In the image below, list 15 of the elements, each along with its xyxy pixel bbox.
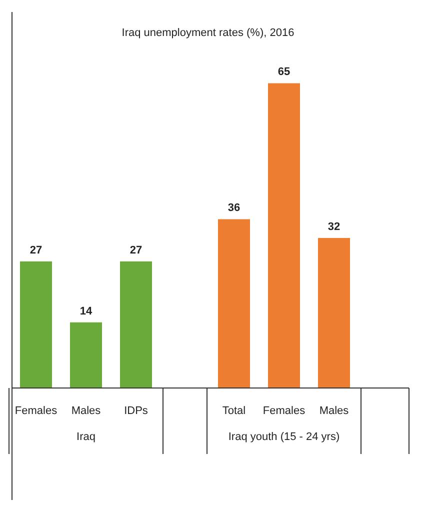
x-tick-label: Females bbox=[14, 405, 58, 417]
data-label: 32 bbox=[328, 220, 340, 233]
data-label: 65 bbox=[278, 66, 290, 78]
x-tick-label: Females bbox=[262, 405, 306, 417]
data-label: 27 bbox=[130, 244, 142, 256]
data-label: 27 bbox=[30, 244, 42, 256]
data-label: 14 bbox=[80, 305, 93, 318]
x-tick-label: Males bbox=[319, 405, 350, 417]
text: Iraq bbox=[76, 431, 96, 443]
x-tick-label: IDPs bbox=[124, 405, 148, 417]
x-tick-label: Total bbox=[222, 405, 246, 417]
text: Iraq youth (15 - 24 yrs) bbox=[228, 431, 340, 443]
data-label: 36 bbox=[228, 202, 240, 214]
x-tick-label: Males bbox=[71, 405, 102, 417]
chart-title: Iraq unemployment rates (%), 2016 bbox=[122, 27, 294, 39]
